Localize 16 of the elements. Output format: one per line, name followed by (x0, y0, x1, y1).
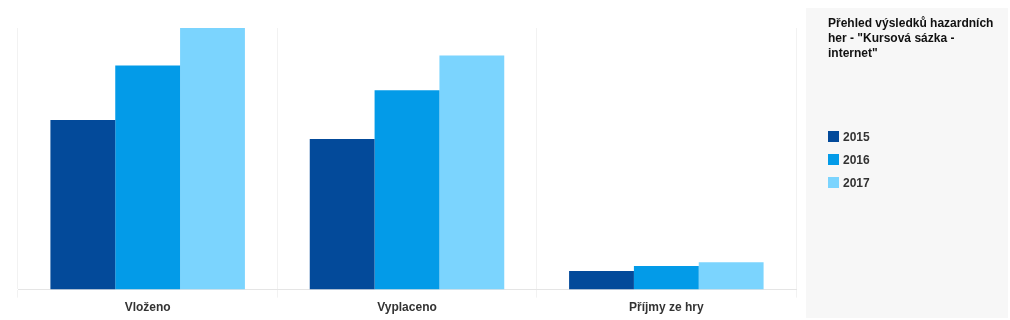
bar (439, 55, 505, 290)
bar (50, 120, 116, 290)
legend-label: 2015 (843, 129, 870, 144)
text: Přehled výsledků hazardních her - "Kursová sázka - internet" (828, 16, 995, 61)
legend-label: 2017 (843, 175, 870, 190)
bar (698, 262, 764, 290)
legend-label: 2016 (843, 152, 870, 167)
bar (633, 266, 699, 290)
bar (180, 28, 245, 290)
bar (115, 65, 181, 290)
x-tick-label: Vloženo (124, 300, 171, 315)
x-tick-label: Vyplaceno (377, 300, 437, 315)
bar (309, 138, 375, 290)
bar (569, 271, 634, 290)
x-tick-label: Příjmy ze hry (628, 300, 705, 315)
bar (374, 90, 440, 290)
